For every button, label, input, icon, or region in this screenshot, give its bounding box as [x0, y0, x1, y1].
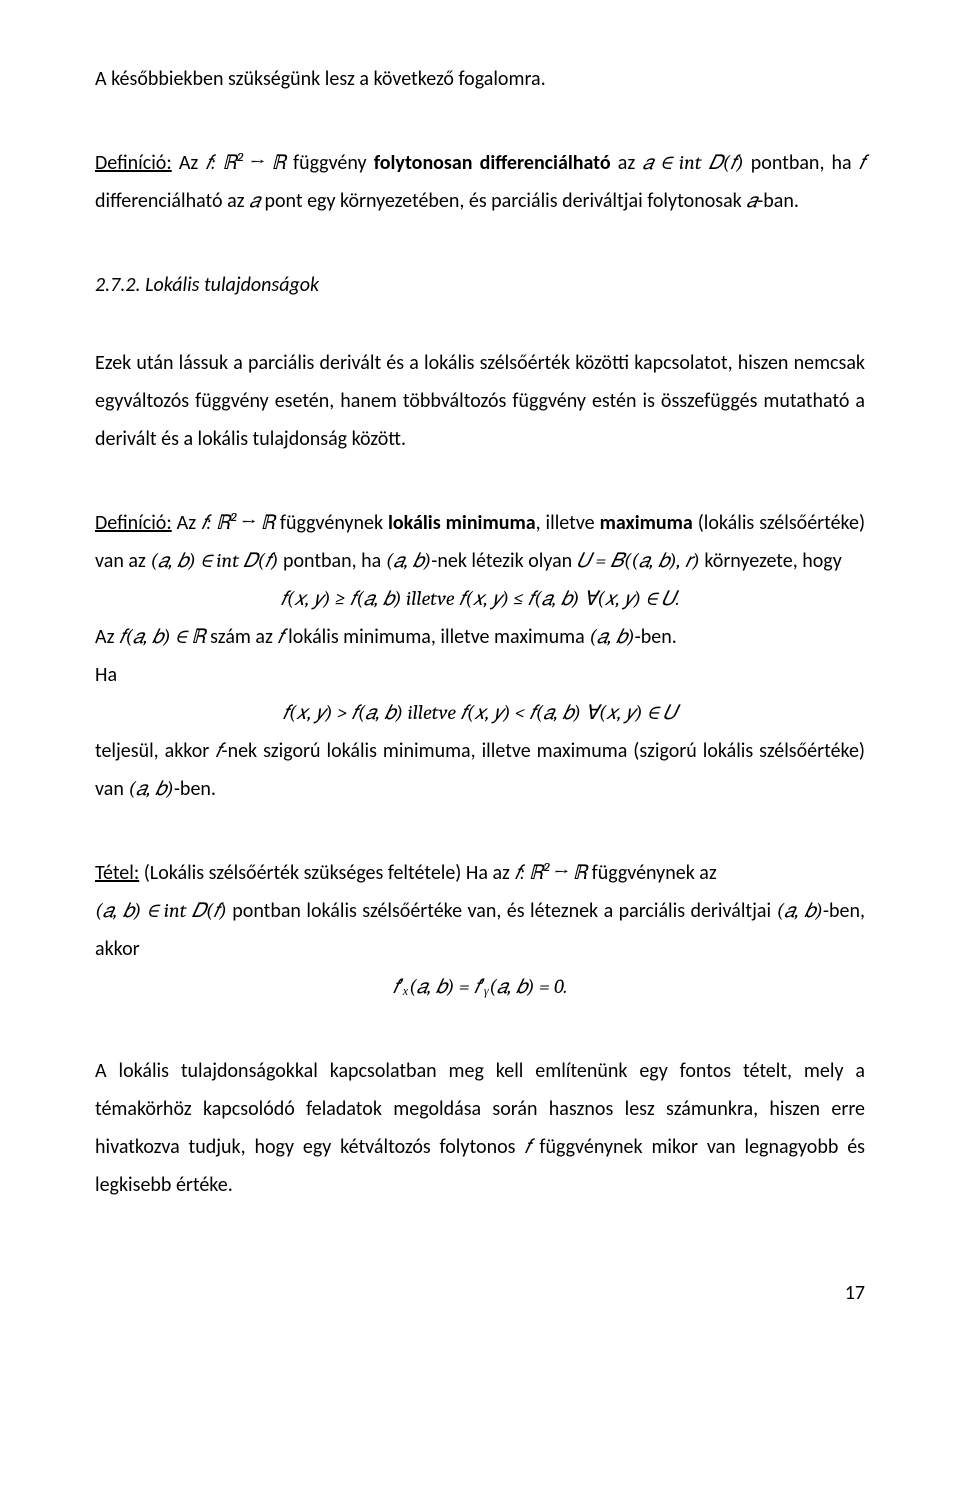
math: (𝑎, 𝑏): [589, 625, 634, 648]
section-heading: 2.7.2. Lokális tulajdonságok: [95, 266, 865, 304]
text: Az: [172, 511, 201, 535]
term: lokális minimuma: [388, 511, 536, 535]
spacer: [95, 1024, 865, 1052]
text: pontban, ha: [278, 549, 385, 573]
text: függvénynek az: [587, 861, 717, 885]
definition-1: Definíció: Az 𝑓: ℝ² → ℝ függvény folyton…: [95, 144, 865, 220]
text: környezete, hogy: [700, 549, 842, 573]
spacer: [95, 116, 865, 144]
spacer: [95, 826, 865, 854]
math: (𝑎, 𝑏) ∈ int 𝐷(𝑓): [150, 549, 278, 572]
body-paragraph-2: A lokális tulajdonságokkal kapcsolatban …: [95, 1052, 865, 1204]
equation-2: 𝑓(𝑥, 𝑦) > 𝑓(𝑎, 𝑏) illetve 𝑓(𝑥, 𝑦) < 𝑓(𝑎,…: [95, 694, 865, 732]
math: 𝑎 ∈ int 𝐷(𝑓): [642, 151, 743, 174]
text: szám az: [206, 625, 278, 649]
text: -ban.: [757, 189, 799, 213]
math: (𝑎, 𝑏): [128, 777, 173, 800]
definition-label: Definíció:: [95, 511, 172, 535]
math: 𝑓(𝑎, 𝑏) ∈ ℝ: [119, 625, 206, 648]
math: (𝑎, 𝑏) ∈ int 𝐷(𝑓): [95, 899, 227, 922]
text: differenciálható az: [95, 189, 249, 213]
page-number: 17: [95, 1274, 865, 1312]
math: 𝑈 = 𝐵((𝑎, 𝑏), 𝑟): [577, 549, 700, 572]
intro-text: A későbbiekben szükségünk lesz a követke…: [95, 60, 865, 98]
math: 𝑎: [249, 189, 260, 212]
text: függvénynek: [275, 511, 388, 535]
spacer: [95, 330, 865, 344]
math: (𝑎, 𝑏): [386, 549, 431, 572]
definition-2-end: teljesül, akkor 𝑓-nek szigorú lokális mi…: [95, 732, 865, 808]
text: pont egy környezetében, és parciális der…: [260, 189, 746, 213]
definition-label: Definíció:: [95, 151, 172, 175]
spacer: [95, 476, 865, 504]
body-paragraph-1: Ezek után lássuk a parciális derivált és…: [95, 344, 865, 458]
text: teljesül, akkor: [95, 739, 215, 763]
term: maximuma: [600, 511, 693, 535]
text: pontban, ha: [744, 151, 859, 175]
text: lokális minimuma, illetve maximuma: [284, 625, 590, 649]
text: -ben.: [635, 625, 677, 649]
text: (Lokális szélsőérték szükséges feltétele…: [139, 861, 514, 885]
spacer: [95, 238, 865, 266]
text: , illetve: [536, 511, 600, 535]
theorem-equation: 𝑓′ₓ(𝑎, 𝑏) = 𝑓′ᵧ(𝑎, 𝑏) = 0.: [95, 968, 865, 1006]
text: az: [611, 151, 643, 175]
text: -ben.: [174, 777, 216, 801]
definition-2: Definíció: Az 𝑓: ℝ² → ℝ függvénynek loká…: [95, 504, 865, 580]
text: -nek létezik olyan: [431, 549, 576, 573]
math: (𝑎, 𝑏): [777, 899, 823, 922]
math: 𝑓: [859, 151, 865, 174]
theorem-label: Tétel:: [95, 861, 139, 885]
text: pontban lokális szélsőértéke van, és lét…: [227, 899, 777, 923]
math: 𝑎: [746, 189, 757, 212]
text: Az: [95, 625, 119, 649]
math: 𝑓: ℝ² → ℝ: [514, 861, 587, 884]
definition-2-cont: Az 𝑓(𝑎, 𝑏) ∈ ℝ szám az 𝑓 lokális minimum…: [95, 618, 865, 656]
equation-1: 𝑓(𝑥, 𝑦) ≥ 𝑓(𝑎, 𝑏) illetve 𝑓(𝑥, 𝑦) ≤ 𝑓(𝑎,…: [95, 580, 865, 618]
math: 𝑓: ℝ² → ℝ: [205, 151, 285, 174]
text: függvény: [286, 151, 374, 175]
theorem: Tétel: (Lokális szélsőérték szükséges fe…: [95, 854, 865, 892]
ha-line: Ha: [95, 656, 865, 694]
text: Az: [172, 151, 206, 175]
term: folytonosan differenciálható: [374, 151, 611, 175]
theorem-cont: (𝑎, 𝑏) ∈ int 𝐷(𝑓) pontban lokális szélső…: [95, 892, 865, 968]
math: 𝑓: ℝ² → ℝ: [201, 511, 275, 534]
